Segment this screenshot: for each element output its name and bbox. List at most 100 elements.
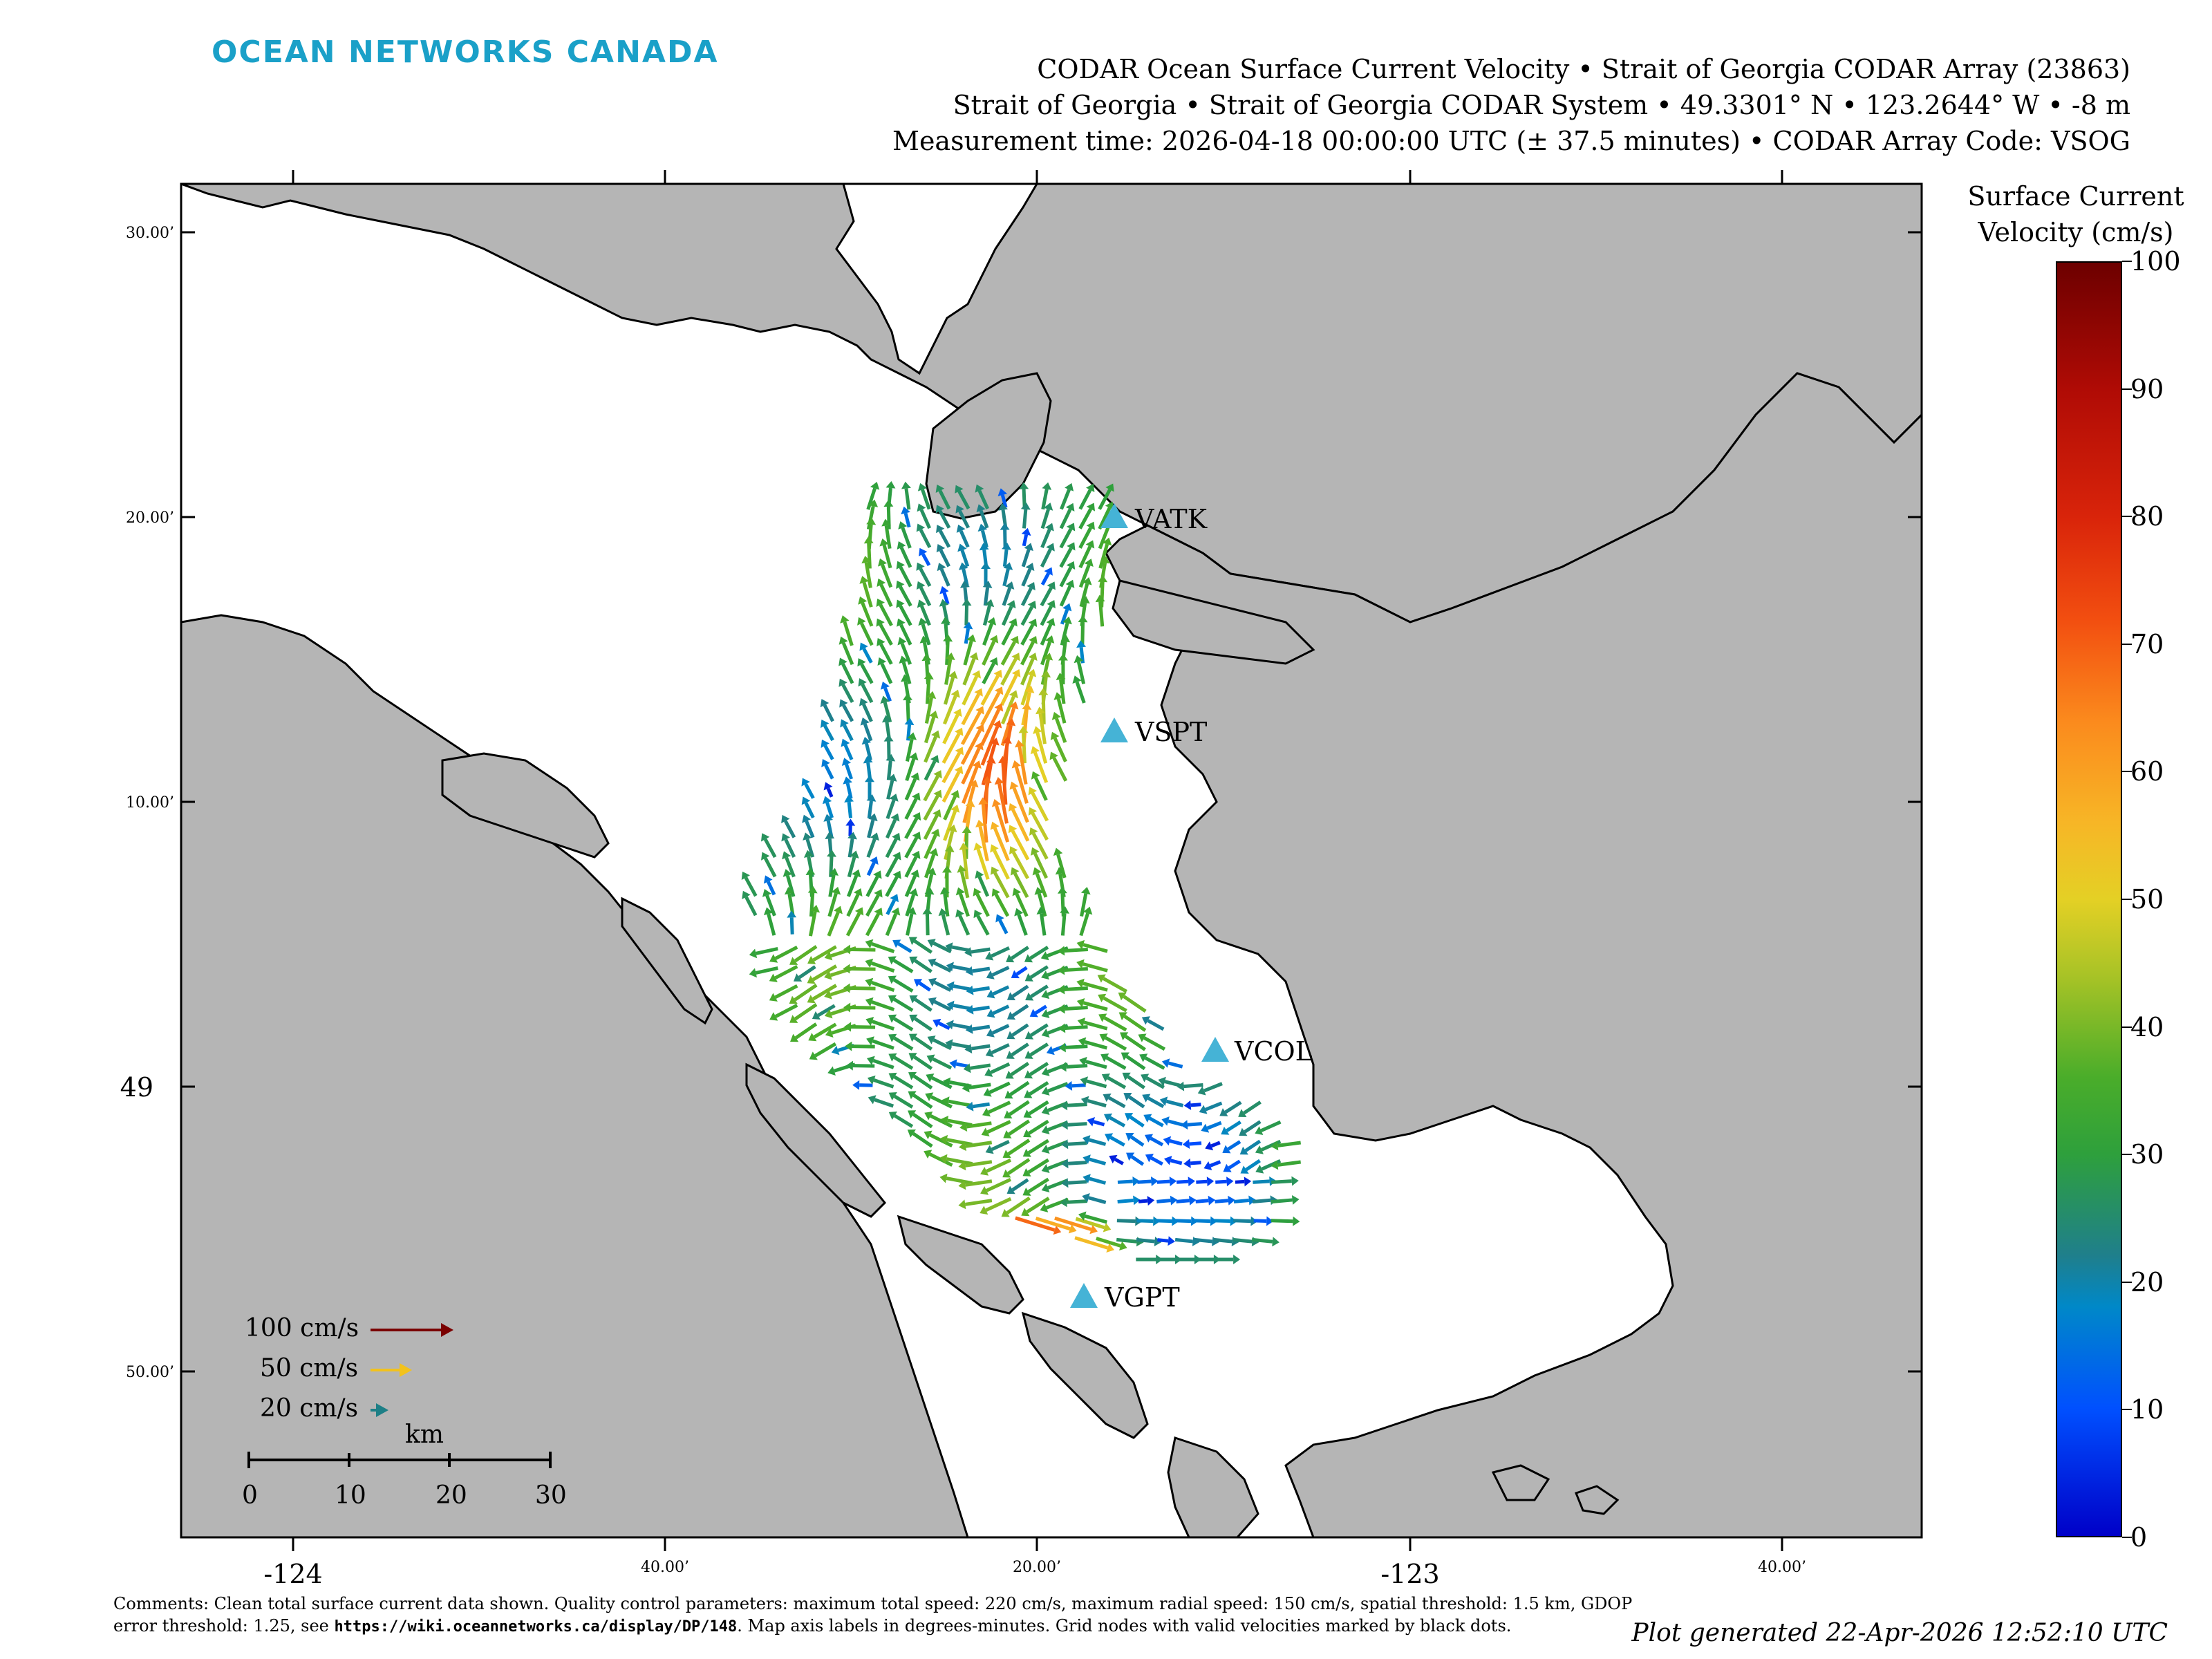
current-vector bbox=[1210, 1141, 1221, 1148]
current-vector-head bbox=[938, 908, 948, 917]
current-vector bbox=[812, 945, 837, 962]
current-vector bbox=[1227, 1140, 1241, 1151]
current-vector bbox=[979, 509, 989, 529]
current-vector bbox=[765, 894, 776, 917]
x-label-40a: 40.00’ bbox=[641, 1559, 689, 1576]
station-label: VCOL bbox=[1234, 1036, 1313, 1067]
current-vector bbox=[1040, 624, 1053, 646]
current-vector-head bbox=[823, 782, 833, 791]
current-vector-head bbox=[810, 905, 821, 913]
current-vector bbox=[1059, 508, 1072, 529]
current-vector-head bbox=[936, 544, 946, 553]
current-vector-head bbox=[1125, 1133, 1134, 1141]
current-vector-head bbox=[883, 734, 894, 742]
current-vector bbox=[1150, 1156, 1163, 1166]
current-vector-head bbox=[769, 1012, 778, 1021]
current-vector bbox=[964, 832, 969, 859]
current-vector bbox=[932, 1057, 953, 1070]
current-vector-head bbox=[993, 669, 1002, 678]
current-vector-head bbox=[1041, 1125, 1050, 1134]
current-vector bbox=[862, 703, 873, 722]
current-vector-head bbox=[1082, 1174, 1091, 1183]
current-vector-head bbox=[865, 939, 874, 949]
current-vector-head bbox=[1045, 635, 1055, 644]
current-vector-head bbox=[964, 947, 972, 957]
current-vector-head bbox=[1098, 1013, 1107, 1022]
current-vector-head bbox=[808, 1033, 817, 1042]
current-vector-head bbox=[876, 598, 885, 608]
current-vector bbox=[1078, 527, 1093, 549]
current-vector-head bbox=[1182, 1138, 1190, 1149]
current-vector-head bbox=[1078, 615, 1088, 623]
current-vector bbox=[899, 585, 912, 607]
current-vector bbox=[1083, 1020, 1108, 1031]
current-vector-head bbox=[843, 964, 850, 974]
current-vector-head bbox=[863, 756, 873, 764]
current-vector-head bbox=[930, 755, 939, 764]
current-vector bbox=[970, 1063, 991, 1070]
current-vector-head bbox=[1086, 483, 1095, 492]
current-vector-head bbox=[1147, 1196, 1155, 1206]
current-vector bbox=[789, 917, 794, 935]
current-vector-head bbox=[955, 747, 964, 756]
current-vector-head bbox=[908, 1091, 917, 1100]
current-vector bbox=[1157, 1238, 1169, 1243]
current-vector-head bbox=[975, 706, 984, 715]
current-vector bbox=[1040, 605, 1053, 626]
current-vector bbox=[1260, 1120, 1282, 1132]
current-vector bbox=[817, 1004, 836, 1018]
current-vector-head bbox=[1029, 1009, 1038, 1018]
current-vector-head bbox=[957, 865, 967, 873]
current-vector bbox=[1156, 1199, 1171, 1203]
current-vector bbox=[755, 966, 778, 975]
current-vector-head bbox=[843, 944, 851, 955]
current-vector-head bbox=[909, 752, 919, 761]
current-vector-head bbox=[1003, 562, 1013, 570]
current-vector bbox=[973, 1005, 990, 1012]
current-vector-head bbox=[1102, 537, 1112, 546]
current-vector bbox=[1130, 1155, 1145, 1166]
current-vector-head bbox=[969, 652, 979, 661]
current-vector-head bbox=[1219, 1108, 1228, 1116]
current-vector bbox=[1065, 1025, 1088, 1030]
current-vector bbox=[1244, 1139, 1262, 1152]
current-vector bbox=[1038, 713, 1047, 744]
current-vector bbox=[971, 1044, 991, 1051]
current-vector bbox=[947, 1118, 973, 1127]
current-vector bbox=[960, 550, 970, 568]
current-vector bbox=[1117, 1198, 1134, 1203]
current-vector-head bbox=[1060, 1100, 1068, 1111]
current-vector-head bbox=[1255, 1145, 1264, 1154]
current-vector-head bbox=[1199, 1105, 1208, 1114]
land-small-island-a bbox=[1491, 1464, 1550, 1501]
current-vector-head bbox=[950, 804, 960, 813]
current-vector bbox=[1011, 830, 1030, 861]
current-vector-head bbox=[1255, 1164, 1264, 1174]
current-vector-head bbox=[908, 888, 919, 897]
current-vector bbox=[914, 959, 932, 973]
current-vector-head bbox=[1027, 581, 1035, 591]
current-vector bbox=[1020, 606, 1034, 626]
current-vector-head bbox=[1051, 711, 1061, 720]
comments-url[interactable]: https://wiki.oceannetworks.ca/display/DP… bbox=[334, 1618, 738, 1635]
current-vector-head bbox=[1022, 702, 1032, 710]
current-vector-head bbox=[761, 852, 770, 861]
current-vector bbox=[1033, 751, 1049, 783]
current-vector bbox=[992, 1004, 1010, 1015]
current-vector bbox=[1054, 1216, 1092, 1231]
current-vector-head bbox=[1009, 618, 1018, 627]
current-vector-head bbox=[941, 617, 951, 624]
current-vector-head bbox=[943, 1077, 951, 1087]
current-vector bbox=[1000, 695, 1015, 725]
current-vector-head bbox=[981, 562, 991, 570]
current-vector bbox=[980, 529, 988, 548]
current-vector-head bbox=[1056, 673, 1066, 680]
current-vector-head bbox=[1021, 527, 1031, 536]
current-vector bbox=[995, 805, 1010, 843]
current-vector-head bbox=[1011, 653, 1020, 662]
current-vector bbox=[1040, 528, 1051, 549]
current-vector bbox=[843, 621, 854, 646]
current-vector-head bbox=[1080, 887, 1091, 895]
current-vector bbox=[976, 848, 990, 880]
current-vector bbox=[932, 941, 952, 954]
